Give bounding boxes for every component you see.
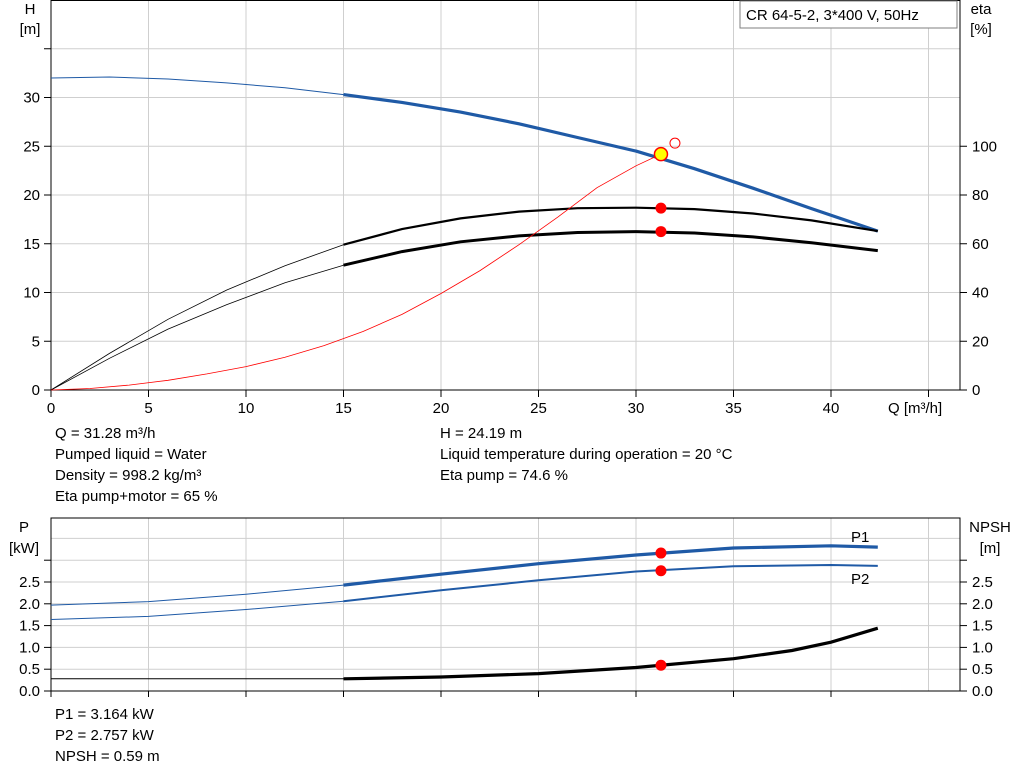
info-p2: P2 = 2.757 kW (55, 727, 154, 744)
y2-tick-label: 0.5 (972, 661, 993, 678)
info-top-left: Q = 31.28 m³/h Pumped liquid = Water Den… (55, 423, 218, 507)
y2-tick-label: 40 (972, 285, 989, 302)
x-tick-label: 40 (823, 400, 840, 417)
npsh-axis-label: NPSH (969, 519, 1011, 536)
info-npsh: NPSH = 0.59 m (55, 748, 160, 765)
y2-tick-label: 2.5 (972, 574, 993, 591)
y-tick-label: 2.0 (19, 596, 40, 613)
y-tick-label: 20 (23, 187, 40, 204)
y-axis-unit: [m] (20, 21, 41, 38)
title-box (739, 0, 958, 29)
x-tick-label: 30 (628, 400, 645, 417)
y-axis-label: H (25, 1, 36, 18)
p2-curve (343, 563, 878, 603)
x-tick-label: 35 (725, 400, 742, 417)
info-eta-pump-motor: Eta pump+motor = 65 % (55, 488, 218, 505)
y2-tick-label: 0 (972, 382, 980, 399)
x-tick-label: 5 (144, 400, 152, 417)
y2-tick-label: 100 (972, 138, 997, 155)
p1-curve-extrapolated (50, 584, 344, 606)
y2-tick-label: 0.0 (972, 683, 993, 700)
y2-tick-label: 60 (972, 236, 989, 253)
y-tick-label: 1.0 (19, 639, 40, 656)
npsh-axis-unit: [m] (980, 540, 1001, 557)
p-axis-unit: [kW] (9, 540, 39, 557)
y-tick-label: 25 (23, 138, 40, 155)
y2-tick-label: 1.0 (972, 639, 993, 656)
p2-series-label: P2 (851, 571, 869, 588)
bottom-plot-frame (50, 517, 961, 692)
head-curve (343, 93, 879, 233)
x-tick-label: 10 (238, 400, 255, 417)
info-q: Q = 31.28 m³/h (55, 425, 156, 442)
y2-axis-unit: [%] (970, 21, 992, 38)
eta-pump-curve (343, 206, 878, 246)
y2-tick-label: 2.0 (972, 596, 993, 613)
y2-axis-label: eta (971, 1, 993, 18)
x-axis-label: Q [m³/h] (888, 400, 942, 417)
p-axis-label: P (19, 519, 29, 536)
duty-point (653, 146, 669, 162)
p1-operating-point (655, 547, 667, 559)
p2-operating-point (655, 565, 667, 577)
y-tick-label: 0.0 (19, 683, 40, 700)
eta-pump-motor-curve-extrapolated (50, 264, 344, 391)
x-tick-label: 0 (47, 400, 55, 417)
y2-tick-label: 1.5 (972, 618, 993, 635)
y-tick-label: 2.5 (19, 574, 40, 591)
p2-curve-extrapolated (50, 600, 344, 620)
info-p1: P1 = 3.164 kW (55, 706, 154, 723)
info-eta-pump: Eta pump = 74.6 % (440, 467, 568, 484)
eta-pump-operating-point (655, 202, 667, 214)
y-tick-label: 5 (32, 333, 40, 350)
head-curve-extrapolated (50, 76, 344, 96)
p1-curve (343, 544, 878, 587)
y-tick-label: 0 (32, 382, 40, 399)
y-tick-label: 10 (23, 285, 40, 302)
requested-duty-point (669, 137, 681, 149)
y2-tick-label: 20 (972, 333, 989, 350)
x-tick-label: 20 (433, 400, 450, 417)
x-tick-label: 15 (335, 400, 352, 417)
y2-tick-label: 80 (972, 187, 989, 204)
p1-series-label: P1 (851, 529, 869, 546)
eta-pump-motor-curve (343, 230, 878, 267)
info-bottom-left: P1 = 3.164 kW P2 = 2.757 kW NPSH = 0.59 … (55, 704, 160, 767)
x-tick-label: 25 (530, 400, 547, 417)
npsh-curve (343, 626, 879, 681)
chart-title: CR 64-5-2, 3*400 V, 50Hz (746, 7, 919, 24)
eta-pump-motor-operating-point (655, 226, 667, 238)
y-tick-label: 1.5 (19, 618, 40, 635)
info-density: Density = 998.2 kg/m³ (55, 467, 202, 484)
info-liquid-temperature: Liquid temperature during operation = 20… (440, 446, 733, 463)
info-top-right: H = 24.19 m Liquid temperature during op… (440, 423, 732, 486)
y-tick-label: 0.5 (19, 661, 40, 678)
info-pumped-liquid: Pumped liquid = Water (55, 446, 207, 463)
y-tick-label: 30 (23, 90, 40, 107)
info-h: H = 24.19 m (440, 425, 523, 442)
system-curve (50, 153, 662, 391)
eta-pump-curve-extrapolated (50, 244, 344, 391)
y-tick-label: 15 (23, 236, 40, 253)
npsh-operating-point (655, 659, 667, 671)
